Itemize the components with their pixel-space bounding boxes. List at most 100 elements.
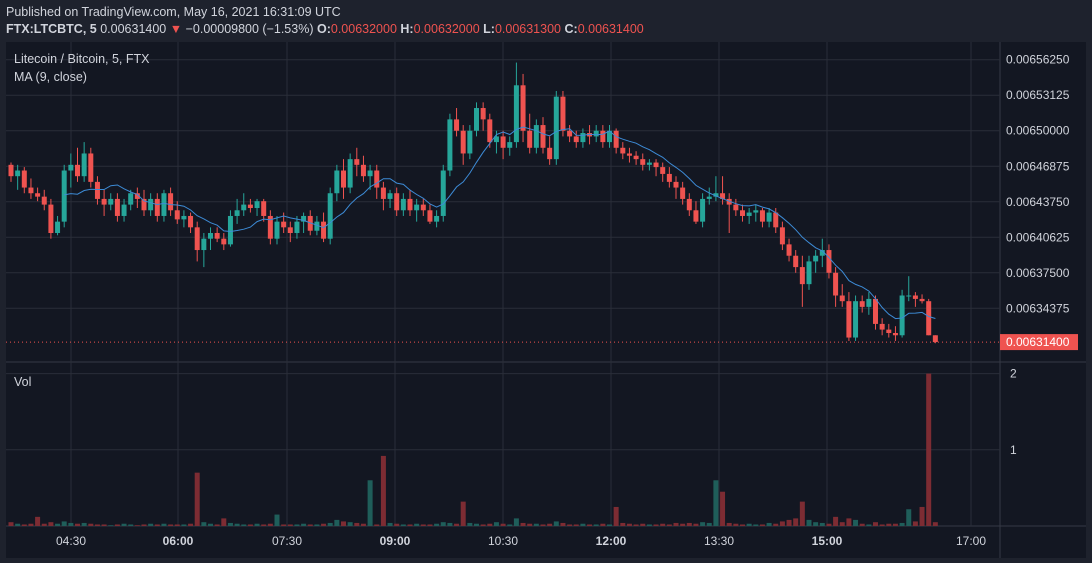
candle-body — [666, 173, 672, 182]
candle-body — [407, 198, 413, 211]
candle-body — [706, 196, 712, 199]
volume-bar — [759, 524, 765, 526]
volume-bar — [434, 523, 440, 526]
candle-body — [839, 295, 845, 302]
candle-body — [467, 130, 473, 154]
ma-line — [64, 126, 936, 320]
volume-bar — [474, 523, 479, 526]
volume-bar — [846, 518, 852, 526]
candle-body — [507, 142, 513, 148]
candle-body — [214, 233, 220, 239]
candle-body — [819, 250, 825, 256]
candle-body — [168, 193, 174, 211]
candle-body — [121, 204, 127, 216]
candle-body — [680, 187, 686, 199]
volume-bar — [806, 519, 812, 526]
candle-body — [547, 147, 553, 160]
volume-bar — [633, 524, 639, 526]
volume-bar — [919, 506, 925, 526]
chart-legend-title: Litecoin / Bitcoin, 5, FTX — [14, 52, 150, 66]
volume-bar — [886, 523, 892, 526]
candle-body — [314, 221, 320, 231]
candle-body — [520, 85, 526, 131]
volume-bar — [68, 522, 74, 526]
volume-bar — [15, 523, 21, 526]
volume-bar — [467, 522, 473, 526]
volume-bar — [513, 518, 519, 526]
volume-bar — [547, 523, 553, 526]
candle-body — [733, 204, 739, 211]
open-value: 0.00632000 — [330, 22, 397, 36]
candle-body — [899, 295, 905, 336]
volume-bar — [94, 524, 100, 526]
volume-bar — [420, 524, 426, 526]
candle-body — [101, 198, 107, 205]
time-tick-label: 12:00 — [596, 534, 627, 548]
volume-bar — [480, 524, 486, 526]
volume-bar — [374, 524, 380, 526]
time-tick-label: 06:00 — [163, 534, 194, 548]
volume-bar — [61, 521, 67, 526]
volume-bar — [247, 524, 253, 526]
time-tick-label: 17:00 — [956, 534, 986, 548]
candle-body — [660, 167, 666, 174]
candle-body — [580, 133, 586, 143]
chart-panel[interactable]: 04:30 06:00 07:30 09:00 10:30 12:00 13:30 15:00… — [6, 42, 1086, 558]
candle-body — [414, 204, 420, 211]
candle-body — [759, 210, 765, 222]
candle-body — [932, 335, 938, 343]
volume-bar — [813, 522, 819, 526]
volume-bar — [294, 524, 300, 526]
volume-bar — [134, 525, 140, 526]
volume-bar — [600, 523, 606, 526]
volume-bar — [214, 524, 220, 526]
volume-bar — [593, 524, 599, 526]
volume-bar — [640, 523, 646, 526]
volume-bar — [779, 521, 785, 526]
price-tick-label: 0.00643750 — [1006, 195, 1070, 209]
candle-body — [640, 159, 646, 165]
volume-bar — [799, 501, 805, 526]
volume-bar — [826, 523, 832, 526]
volume-bar — [48, 522, 54, 526]
volume-bar — [879, 524, 885, 526]
candle-body — [354, 159, 360, 165]
candle-body — [553, 96, 559, 160]
candle-body — [161, 193, 167, 216]
volume-bar — [859, 523, 865, 526]
volume-bar — [174, 524, 180, 526]
candle-body — [394, 193, 400, 211]
candle-body — [493, 136, 499, 143]
symbol-label: FTX:LTCBTC, 5 — [6, 22, 97, 36]
chart-background — [6, 42, 1086, 558]
candle-body — [587, 133, 593, 137]
volume-bar — [8, 522, 14, 526]
volume-bar — [261, 524, 267, 526]
candle-body — [134, 193, 140, 199]
volume-bar — [281, 524, 287, 526]
price-change: −0.00009800 (−1.53%) — [185, 22, 314, 36]
volume-bar — [700, 522, 706, 526]
volume-bar — [35, 516, 41, 526]
volume-bar — [766, 522, 772, 526]
volume-bar — [613, 506, 619, 526]
volume-legend: Vol — [14, 375, 32, 389]
candle-body — [626, 153, 632, 156]
candle-body — [766, 212, 772, 222]
candle-body — [713, 193, 719, 197]
candle-body — [700, 198, 706, 222]
candle-body — [367, 170, 373, 177]
volume-bar — [726, 522, 732, 526]
volume-bar — [181, 524, 187, 526]
candle-body — [294, 221, 300, 234]
volume-bar — [221, 518, 227, 526]
volume-bar — [892, 523, 898, 526]
volume-bar — [307, 524, 313, 526]
candle-body — [859, 301, 865, 307]
low-label: L: — [483, 22, 495, 36]
volume-bar — [653, 524, 659, 526]
volume-bar — [567, 524, 573, 526]
volume-bar — [786, 519, 792, 526]
price-tick-label: 0.00656250 — [1006, 53, 1070, 67]
chart-canvas[interactable]: 04:30 06:00 07:30 09:00 10:30 12:00 13:30 15:00… — [6, 42, 1086, 558]
